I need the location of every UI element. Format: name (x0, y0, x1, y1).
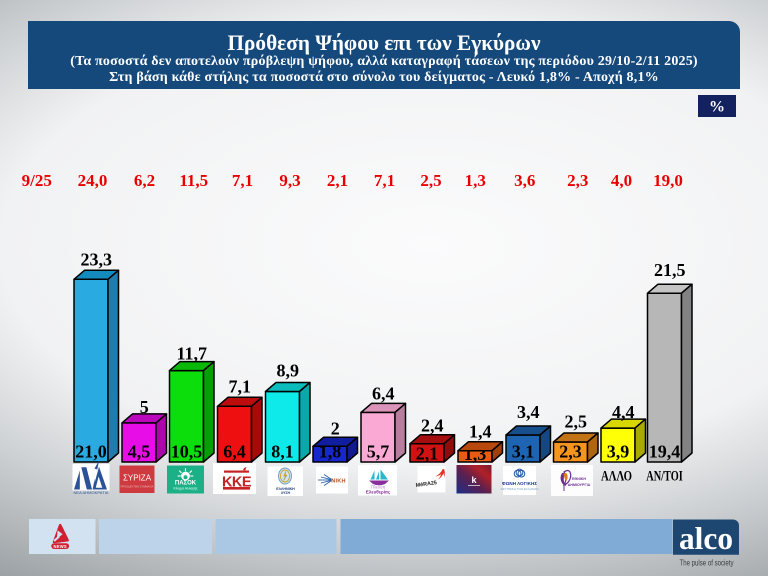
svg-text:Στη βάση κάθε στήλης τα ποσοστ: Στη βάση κάθε στήλης τα ποσοστά στο σύνο… (109, 70, 659, 85)
svg-text:10,5: 10,5 (171, 442, 203, 462)
svg-text:(Τα ποσοστά δεν αποτελούν πρόβ: (Τα ποσοστά δεν αποτελούν πρόβλεψη ψήφου… (70, 54, 698, 69)
svg-text:Πλεύση: Πλεύση (371, 485, 386, 490)
svg-text:ΔΗΜΙΟΥΡΓΙΑ: ΔΗΜΙΟΥΡΓΙΑ (568, 483, 591, 487)
svg-text:ΝΕΑ ΔΗΜΟΚΡΑΤΙΑ: ΝΕΑ ΔΗΜΟΚΡΑΤΙΑ (74, 491, 109, 495)
svg-text:7,1: 7,1 (229, 377, 252, 397)
svg-text:2,3: 2,3 (559, 442, 582, 462)
svg-text:Πρόθεση Ψήφου επι των Εγκύρων: Πρόθεση Ψήφου επι των Εγκύρων (228, 30, 541, 55)
svg-text:ΕΛΛΗΝΙΚΗ: ΕΛΛΗΝΙΚΗ (276, 487, 295, 491)
svg-text:7,1: 7,1 (232, 171, 253, 190)
svg-text:1,3: 1,3 (465, 171, 486, 190)
svg-text:8,9: 8,9 (277, 360, 300, 380)
svg-text:2,5: 2,5 (420, 171, 441, 190)
svg-text:4,4: 4,4 (612, 402, 635, 422)
svg-text:alco: alco (679, 520, 733, 556)
svg-text:23,3: 23,3 (80, 250, 112, 270)
svg-text:8,1: 8,1 (271, 442, 294, 462)
svg-text:7,1: 7,1 (374, 171, 395, 190)
svg-text:ΝΙΚΗ: ΝΙΚΗ (331, 478, 345, 484)
svg-text:11,7: 11,7 (177, 343, 208, 363)
svg-text:5: 5 (140, 397, 149, 417)
svg-text:21,5: 21,5 (654, 260, 686, 280)
svg-text:%: % (709, 99, 725, 116)
svg-text:4,0: 4,0 (611, 171, 632, 190)
svg-text:Ελευθερίας: Ελευθερίας (366, 490, 391, 496)
svg-text:ΑΦΥΠΝΙΣΗ ΤΩΝ ΕΛΛΗΝΩΝ: ΑΦΥΠΝΙΣΗ ΤΩΝ ΕΛΛΗΝΩΝ (501, 487, 539, 491)
svg-text:6,2: 6,2 (134, 171, 155, 190)
svg-text:ΑΛΛΟ: ΑΛΛΟ (601, 469, 632, 485)
svg-text:ΕΘΝΙΚΗ: ΕΘΝΙΚΗ (572, 477, 586, 481)
svg-text:21,0: 21,0 (75, 442, 107, 462)
svg-text:3,1: 3,1 (512, 442, 535, 462)
svg-text:19,0: 19,0 (653, 171, 683, 190)
svg-text:2,3: 2,3 (567, 171, 588, 190)
svg-text:3,6: 3,6 (514, 171, 535, 190)
svg-text:NEWS: NEWS (54, 544, 67, 549)
svg-text:Κίνημα Αλλαγής: Κίνημα Αλλαγής (173, 487, 197, 491)
svg-text:2,4: 2,4 (421, 416, 444, 436)
svg-text:MéRA25: MéRA25 (415, 480, 437, 489)
svg-text:The pulse of society: The pulse of society (680, 559, 734, 568)
svg-text:ΚΚΕ: ΚΚΕ (222, 475, 252, 491)
svg-text:9,3: 9,3 (279, 171, 300, 190)
svg-text:ΠΡΟΟΔΕΥΤΙΚΗ ΣΥΜΜΑΧΙΑ: ΠΡΟΟΔΕΥΤΙΚΗ ΣΥΜΜΑΧΙΑ (121, 485, 154, 489)
svg-text:2,1: 2,1 (416, 444, 439, 464)
svg-text:k: k (471, 475, 477, 485)
svg-text:19,4: 19,4 (649, 442, 681, 462)
svg-text:ΦΩΝΗ ΛΟΓΙΚΗΣ: ΦΩΝΗ ΛΟΓΙΚΗΣ (502, 481, 537, 486)
svg-text:3,4: 3,4 (517, 402, 540, 422)
svg-text:2,1: 2,1 (327, 171, 348, 190)
svg-text:ΣΥΡΙΖΑ: ΣΥΡΙΖΑ (123, 474, 152, 483)
svg-text:ΑΝ/ΤΟΙ: ΑΝ/ΤΟΙ (646, 469, 683, 485)
svg-text:1,4: 1,4 (469, 422, 492, 442)
svg-text:9/25: 9/25 (22, 171, 52, 190)
svg-text:3,9: 3,9 (607, 442, 630, 462)
svg-text:ΠΑΣΟΚ: ΠΑΣΟΚ (175, 481, 197, 487)
svg-text:2: 2 (331, 418, 340, 438)
svg-text:24,0: 24,0 (78, 171, 108, 190)
svg-text:5,7: 5,7 (367, 442, 390, 462)
svg-text:11,5: 11,5 (179, 171, 208, 190)
svg-text:6,4: 6,4 (372, 384, 395, 404)
svg-text:4,5: 4,5 (128, 442, 151, 462)
svg-text:ΛΥΣΗ: ΛΥΣΗ (281, 491, 291, 495)
svg-text:6,4: 6,4 (223, 442, 246, 462)
svg-text:2,5: 2,5 (565, 411, 588, 431)
